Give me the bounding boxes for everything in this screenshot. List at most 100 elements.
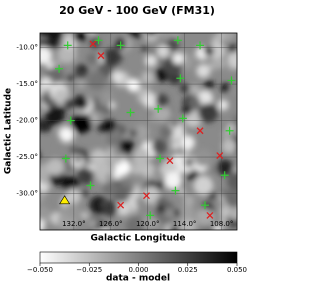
source-cross <box>196 127 204 135</box>
texture <box>226 123 236 133</box>
texture <box>73 33 86 43</box>
texture <box>164 171 182 190</box>
texture <box>40 189 46 203</box>
texture <box>40 205 50 221</box>
texture <box>159 33 172 42</box>
x-tick-label: 132.0° <box>62 220 86 228</box>
texture <box>88 33 96 35</box>
x-tick-label: 108.0° <box>210 220 234 228</box>
texture <box>40 46 52 65</box>
texture <box>141 70 155 85</box>
texture <box>40 77 53 91</box>
texture <box>80 189 89 198</box>
texture <box>164 208 174 218</box>
texture <box>182 106 191 116</box>
source-plus <box>220 171 229 180</box>
source-plus <box>156 154 165 163</box>
texture <box>208 60 219 71</box>
texture <box>135 110 145 120</box>
texture <box>46 62 54 69</box>
texture <box>142 215 157 230</box>
texture <box>179 217 197 230</box>
texture <box>159 125 174 140</box>
source-plus <box>225 126 234 135</box>
source-plus <box>61 154 70 163</box>
texture <box>155 93 169 108</box>
texture <box>157 205 166 213</box>
texture <box>168 226 178 230</box>
texture <box>59 127 75 143</box>
source-plus <box>146 211 155 220</box>
texture <box>178 188 185 195</box>
source-plus <box>196 41 205 50</box>
texture <box>86 52 98 65</box>
texture <box>221 83 231 93</box>
texture <box>77 167 95 185</box>
colorbar <box>39 251 238 264</box>
colorbar-label: data - model <box>106 274 170 284</box>
texture <box>127 78 141 92</box>
texture <box>95 161 112 178</box>
texture <box>76 80 85 89</box>
residual-map <box>40 26 237 230</box>
texture <box>101 90 114 103</box>
texture <box>73 95 89 111</box>
texture <box>151 139 167 155</box>
texture <box>156 44 170 58</box>
x-axis-label: Galactic Longitude <box>91 234 186 244</box>
source-plus <box>66 116 75 125</box>
source-cross <box>206 211 214 219</box>
texture <box>102 180 118 196</box>
texture <box>195 207 214 226</box>
texture <box>197 90 213 106</box>
texture <box>63 202 80 219</box>
map-frame <box>39 32 238 231</box>
colorbar-tick-label: 0.025 <box>178 266 198 274</box>
source-cross <box>89 40 97 48</box>
source-plus <box>227 76 236 85</box>
chart: 20 GeV - 100 GeV (FM31) Galactic Longitu… <box>4 4 248 284</box>
texture <box>151 219 159 227</box>
texture <box>228 43 237 54</box>
texture <box>224 188 237 208</box>
y-tick-label: -25.0° <box>16 153 38 161</box>
y-tick-label: -15.0° <box>16 80 38 88</box>
chart-title: 20 GeV - 100 GeV (FM31) <box>59 4 215 17</box>
texture <box>184 157 194 168</box>
texture <box>207 42 226 60</box>
texture <box>119 138 135 154</box>
texture <box>74 156 82 164</box>
x-tick-label: 126.0° <box>99 220 123 228</box>
texture <box>87 71 107 90</box>
colorbar-tick-label: 0.050 <box>227 266 247 274</box>
texture <box>174 209 181 217</box>
texture <box>46 158 65 176</box>
texture <box>226 171 237 191</box>
texture <box>151 154 165 168</box>
source-cross <box>117 201 125 209</box>
texture <box>97 105 104 112</box>
texture <box>134 124 150 141</box>
texture <box>125 216 146 230</box>
source-plus <box>86 181 95 190</box>
texture <box>45 106 65 126</box>
source-triangle <box>59 195 71 205</box>
source-plus <box>200 201 209 210</box>
texture <box>97 26 103 32</box>
x-tick-label: 120.0° <box>136 220 160 228</box>
colorbar-tick-label: −0.050 <box>27 266 53 274</box>
texture <box>48 33 63 42</box>
texture <box>180 205 195 220</box>
texture <box>171 140 181 150</box>
source-plus <box>126 108 135 117</box>
texture <box>144 54 157 67</box>
texture <box>203 79 215 90</box>
texture <box>73 26 80 33</box>
texture <box>143 33 150 35</box>
y-tick-label: -30.0° <box>16 190 38 198</box>
source-plus <box>178 114 187 123</box>
texture <box>204 46 214 56</box>
texture <box>182 194 195 207</box>
texture <box>127 33 145 39</box>
colorbar-tick-label: −0.025 <box>76 266 102 274</box>
